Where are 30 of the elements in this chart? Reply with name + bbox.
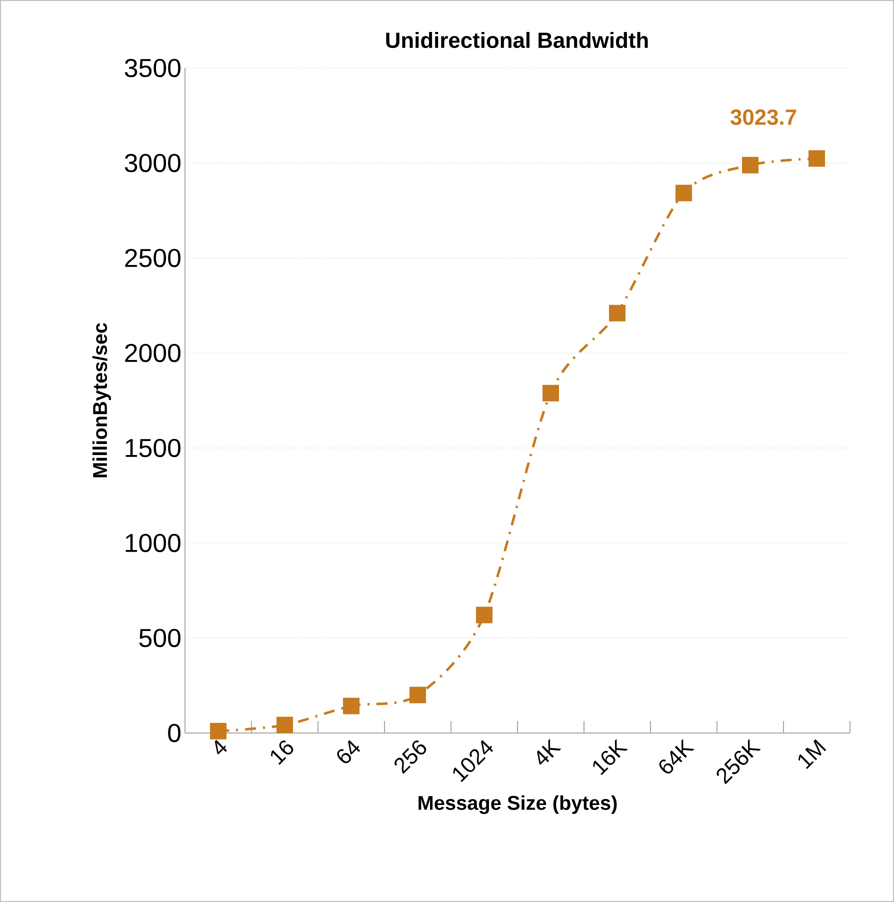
point <box>276 716 293 734</box>
x-tick-label: 4K <box>537 738 562 765</box>
chart-title: Unidirectional Bandwidth <box>386 32 648 48</box>
point <box>808 150 826 167</box>
point <box>476 606 492 624</box>
point <box>210 722 226 740</box>
point <box>676 184 692 202</box>
y-axis-title: MillionBytes/sec <box>92 323 112 478</box>
y-tick-label: 1500 <box>126 438 180 458</box>
x-tick-label: 16 <box>270 740 294 765</box>
x-tick-label: 256 <box>394 740 426 774</box>
y-tick-label: 500 <box>139 628 180 648</box>
x-tick-label: 4 <box>214 740 227 754</box>
x-tick-label: 1M <box>798 739 826 769</box>
point <box>410 686 426 704</box>
x-tick-label: 64K <box>659 738 694 774</box>
y-tick-label: 2500 <box>125 248 180 268</box>
point <box>343 698 360 714</box>
y-tick-label: 3000 <box>124 154 180 172</box>
point <box>542 384 560 402</box>
x-tick-label: 16K <box>593 738 628 776</box>
y-tick-label: 2000 <box>125 344 180 362</box>
x-axis-title: Message Size (bytes) <box>418 795 617 814</box>
y-tick-label: 0 <box>168 724 180 742</box>
y-tick-label: 3500 <box>124 58 180 78</box>
y-tick-label: 1000 <box>126 534 180 552</box>
x-tick-label: 64 <box>337 740 360 764</box>
point <box>742 156 759 174</box>
data-label: 3023.7 <box>730 109 796 125</box>
point <box>609 304 626 322</box>
